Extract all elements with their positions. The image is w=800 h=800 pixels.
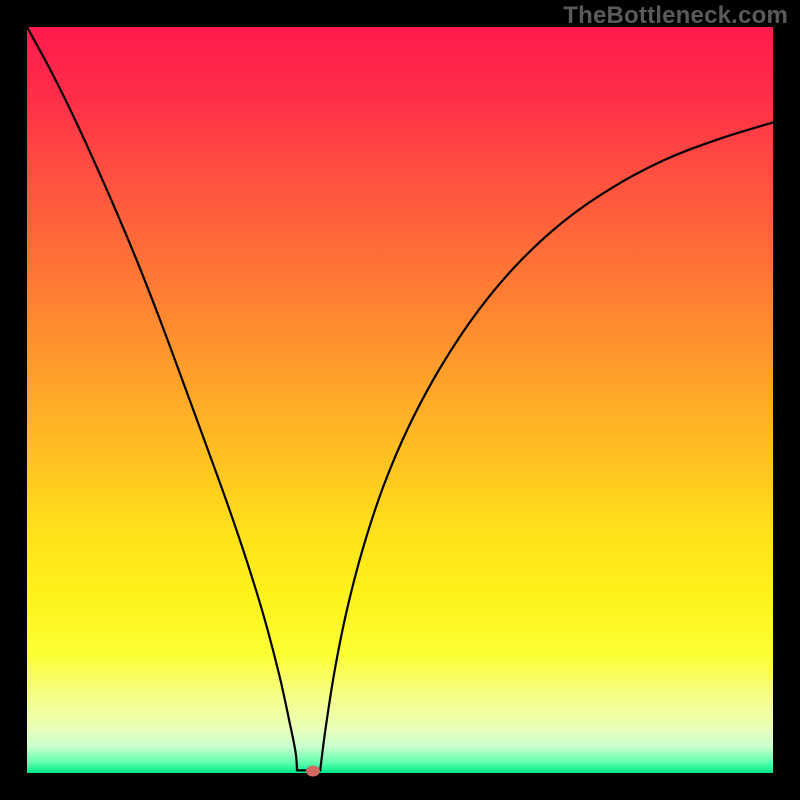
plot-area bbox=[27, 27, 773, 773]
minimum-marker bbox=[306, 765, 320, 776]
chart-container: TheBottleneck.com bbox=[0, 0, 800, 800]
watermark-text: TheBottleneck.com bbox=[563, 2, 788, 30]
